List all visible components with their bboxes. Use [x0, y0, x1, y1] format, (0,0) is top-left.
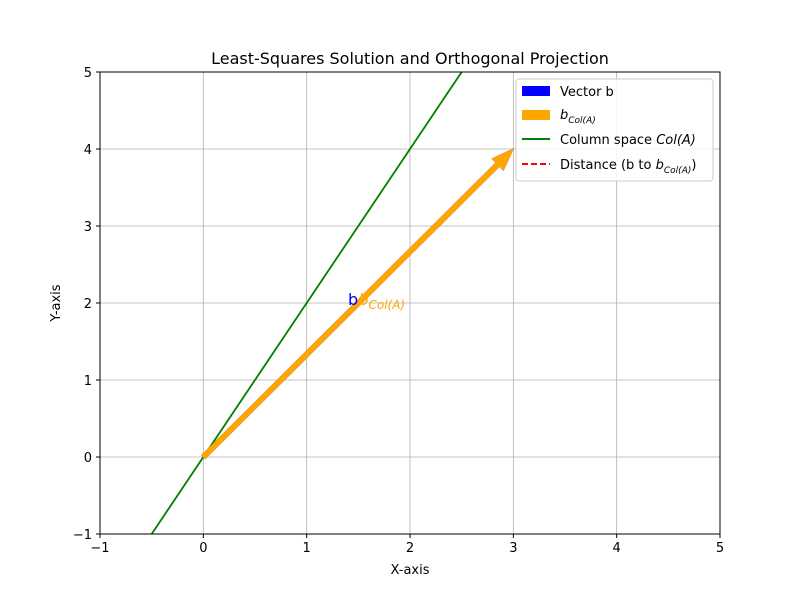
- legend-label-vector-b: Vector b: [560, 85, 614, 100]
- legend-label-column-space-ital: Col(A): [656, 133, 696, 148]
- chart-title: Least-Squares Solution and Orthogonal Pr…: [211, 49, 609, 68]
- legend-swatch-vector-b: [522, 86, 550, 96]
- x-tick-label: 5: [716, 541, 724, 556]
- legend: Vector b bCol(A) Column space Col(A) Dis…: [515, 78, 714, 182]
- legend-label-column-space: Column space Col(A): [560, 133, 696, 148]
- y-tick-label: 2: [84, 297, 92, 312]
- legend-swatch-projection: [522, 110, 550, 120]
- legend-box: [515, 78, 714, 182]
- x-tick-label: 0: [199, 541, 207, 556]
- y-tick-label: 0: [84, 451, 92, 466]
- vector-b-annotation: b: [348, 290, 358, 309]
- annotations: b bCol(A): [348, 290, 405, 312]
- x-axis-label: X-axis: [391, 563, 430, 578]
- legend-label-projection-base: b: [560, 108, 568, 123]
- y-tick-label: 3: [84, 220, 92, 235]
- projection-annotation: bCol(A): [358, 290, 405, 312]
- legend-label-projection-sub: Col(A): [568, 116, 595, 126]
- legend-label-distance: Distance (b to bCol(A)): [560, 158, 696, 176]
- y-tick-label: 1: [84, 374, 92, 389]
- x-tick-label: 4: [613, 541, 621, 556]
- x-tick-label: −1: [90, 541, 109, 556]
- legend-label-distance-text: Distance (b to: [560, 158, 656, 173]
- legend-label-distance-base: b: [656, 158, 664, 173]
- y-axis-label: Y-axis: [49, 284, 64, 322]
- y-tick-label: 5: [84, 66, 92, 81]
- ticks: −1 0 1 2 3 4 5 −1 0 1 2 3 4 5: [73, 66, 724, 556]
- projection-annotation-base: b: [358, 290, 368, 309]
- legend-label-projection: bCol(A): [560, 108, 596, 126]
- x-tick-label: 1: [303, 541, 311, 556]
- legend-label-column-space-text: Column space: [560, 133, 656, 148]
- projection-annotation-sub: Col(A): [368, 298, 405, 312]
- y-tick-label: 4: [84, 143, 92, 158]
- legend-label-distance-tail: ): [691, 158, 696, 173]
- x-tick-label: 3: [509, 541, 517, 556]
- y-tick-label: −1: [73, 528, 92, 543]
- legend-label-distance-sub: Col(A): [664, 166, 691, 176]
- plot-data: [150, 72, 515, 534]
- projection-arrow: [201, 148, 515, 460]
- legend-label-vector-b-text: Vector b: [560, 85, 614, 100]
- x-tick-label: 2: [406, 541, 414, 556]
